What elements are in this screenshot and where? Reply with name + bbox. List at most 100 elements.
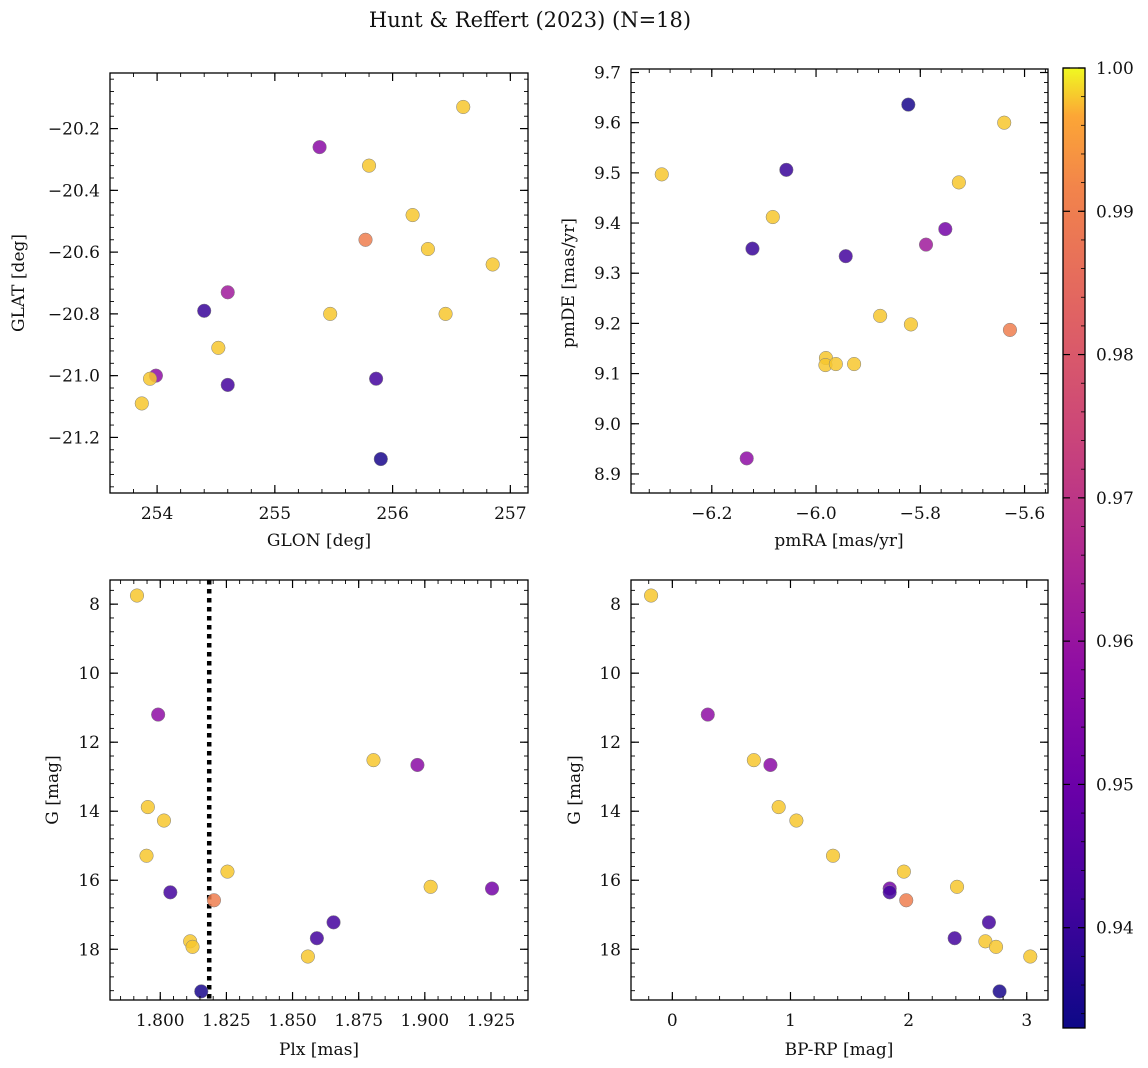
- x-tick-label: 255: [259, 504, 291, 524]
- y-tick-label: 14: [78, 802, 100, 822]
- y-axis-label: pmDE [mas/yr]: [559, 218, 579, 348]
- y-tick-label: 18: [78, 940, 100, 960]
- y-tick-label: 16: [78, 871, 100, 891]
- x-tick-label: 0: [667, 1011, 678, 1031]
- x-tick-label: −5.8: [900, 504, 941, 524]
- x-axis-label: pmRA [mas/yr]: [774, 531, 903, 551]
- data-point: [903, 317, 918, 332]
- axes-frame: [109, 579, 529, 1001]
- data-point: [423, 879, 438, 894]
- data-point: [745, 241, 760, 256]
- data-point: [997, 115, 1012, 130]
- y-tick-label: 9.7: [594, 64, 621, 84]
- data-point: [211, 340, 226, 355]
- data-point: [151, 707, 166, 722]
- data-point: [988, 939, 1004, 954]
- x-axis-label: BP-RP [mag]: [785, 1040, 894, 1060]
- data-point: [779, 162, 794, 177]
- data-point: [918, 237, 934, 252]
- x-tick-label: 2: [903, 1011, 914, 1031]
- data-point: [746, 753, 761, 768]
- x-axis-label: Plx [mas]: [279, 1040, 359, 1060]
- y-tick-label: 12: [78, 733, 100, 753]
- data-point: [838, 249, 853, 264]
- data-point: [326, 915, 341, 930]
- data-point: [485, 257, 500, 272]
- x-tick-label: 1: [785, 1011, 796, 1031]
- data-point: [981, 915, 996, 930]
- data-point: [882, 885, 897, 900]
- y-tick-label: 14: [599, 802, 621, 822]
- data-point: [156, 813, 172, 828]
- data-point: [992, 984, 1007, 999]
- y-axis-label: G [mag]: [565, 755, 585, 824]
- y-tick-label: −20.6: [48, 243, 100, 263]
- data-point: [873, 308, 888, 323]
- scatter-points: [644, 588, 1038, 999]
- y-tick-label: 9.5: [594, 164, 621, 184]
- y-tick-label: 9.2: [594, 314, 621, 334]
- y-axis-label: G [mag]: [43, 755, 63, 824]
- data-point: [1002, 322, 1017, 337]
- colorbar-tick-label: 1.00: [1096, 59, 1134, 79]
- data-point: [300, 949, 315, 964]
- x-tick-label: 1.825: [202, 1011, 251, 1031]
- x-tick-label: 1.925: [467, 1011, 516, 1031]
- data-point: [951, 175, 966, 190]
- data-point: [420, 241, 435, 257]
- y-tick-label: 8.9: [594, 465, 621, 485]
- data-point: [789, 813, 804, 828]
- axis-ticks: −6.2 −6.0 −5.8 −5.6 8.9 9.0 9.1 9.2 9.3 9.4 9.5 9.6…: [594, 64, 1048, 524]
- data-point: [220, 377, 235, 392]
- data-point: [938, 222, 953, 237]
- data-point: [410, 757, 425, 773]
- data-point: [949, 879, 965, 894]
- axis-ticks: 1.800 1.825 1.850 1.875 1.900 1.925 8 10 12 14 16 1…: [78, 580, 528, 1031]
- data-point: [700, 707, 715, 722]
- data-point: [644, 588, 659, 603]
- panel-plx-g: 1.800 1.825 1.850 1.875 1.900 1.925 8 10 12 14 16 1…: [43, 579, 529, 1060]
- colorbar-tick-label: 0.95: [1096, 775, 1134, 795]
- colorbar-ticks: 0.94 0.95 0.96 0.97 0.98 0.99 1.00: [1063, 59, 1134, 1015]
- data-point: [899, 893, 914, 908]
- y-tick-label: 10: [78, 664, 100, 684]
- x-tick-label: −6.2: [691, 504, 732, 524]
- x-tick-label: −6.0: [795, 504, 836, 524]
- data-point: [771, 800, 786, 815]
- data-point: [206, 893, 222, 908]
- x-tick-label: 256: [376, 504, 408, 524]
- data-point: [763, 757, 778, 773]
- y-tick-label: −20.4: [48, 181, 100, 201]
- scatter-points: [654, 97, 1017, 466]
- x-tick-label: 254: [141, 504, 173, 524]
- data-point: [366, 753, 381, 768]
- x-tick-label: 3: [1021, 1011, 1032, 1031]
- data-point: [323, 306, 338, 321]
- y-tick-label: 8: [610, 595, 621, 615]
- data-point: [361, 158, 377, 173]
- data-point: [309, 931, 324, 946]
- colorbar-tick-label: 0.97: [1096, 489, 1134, 509]
- y-tick-label: 10: [599, 664, 621, 684]
- data-point: [139, 848, 154, 863]
- data-point: [456, 99, 471, 115]
- y-axis-label: GLAT [deg]: [9, 234, 29, 332]
- data-point: [654, 167, 669, 182]
- data-point: [438, 306, 453, 321]
- data-point: [828, 356, 843, 372]
- data-point: [947, 931, 962, 946]
- data-point: [220, 864, 235, 879]
- data-point: [197, 303, 212, 318]
- y-tick-label: 12: [599, 733, 621, 753]
- y-tick-label: −21.2: [48, 428, 100, 448]
- data-point: [739, 451, 754, 466]
- data-point: [373, 451, 388, 467]
- y-tick-label: 9.0: [594, 415, 621, 435]
- data-point: [484, 881, 500, 896]
- data-point: [220, 285, 235, 300]
- data-point: [369, 371, 384, 386]
- data-point: [140, 800, 155, 815]
- colorbar-tick-label: 0.99: [1096, 202, 1134, 222]
- data-point: [185, 939, 200, 954]
